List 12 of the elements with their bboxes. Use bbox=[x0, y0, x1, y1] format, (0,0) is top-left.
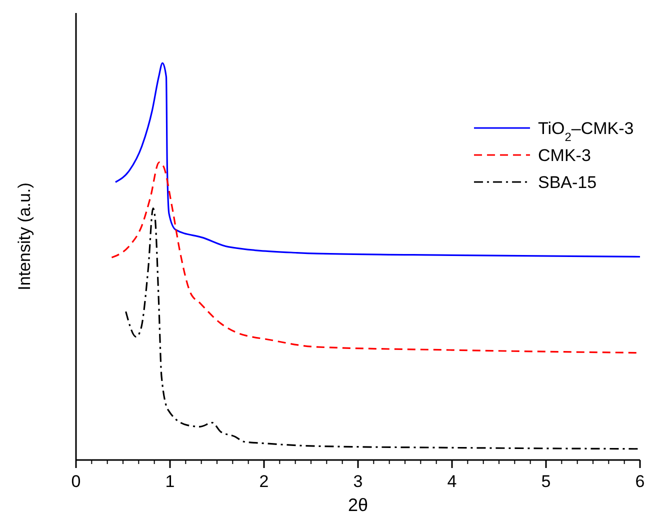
x-tick-label: 6 bbox=[635, 472, 645, 491]
y-axis-title: Intensity (a.u.) bbox=[15, 182, 34, 290]
x-tick-label: 5 bbox=[541, 472, 551, 491]
legend-label: CMK-3 bbox=[538, 146, 591, 165]
x-axis-title: 2θ bbox=[348, 495, 368, 515]
legend-label: TiO$_{2}$–CMK-3 bbox=[538, 119, 634, 144]
legend-label: SBA-15 bbox=[538, 173, 597, 192]
x-tick-label: 4 bbox=[447, 472, 457, 491]
x-tick-label: 0 bbox=[71, 472, 81, 491]
x-tick-label: 2 bbox=[259, 472, 269, 491]
x-tick-label: 1 bbox=[165, 472, 175, 491]
x-tick-label: 3 bbox=[353, 472, 363, 491]
